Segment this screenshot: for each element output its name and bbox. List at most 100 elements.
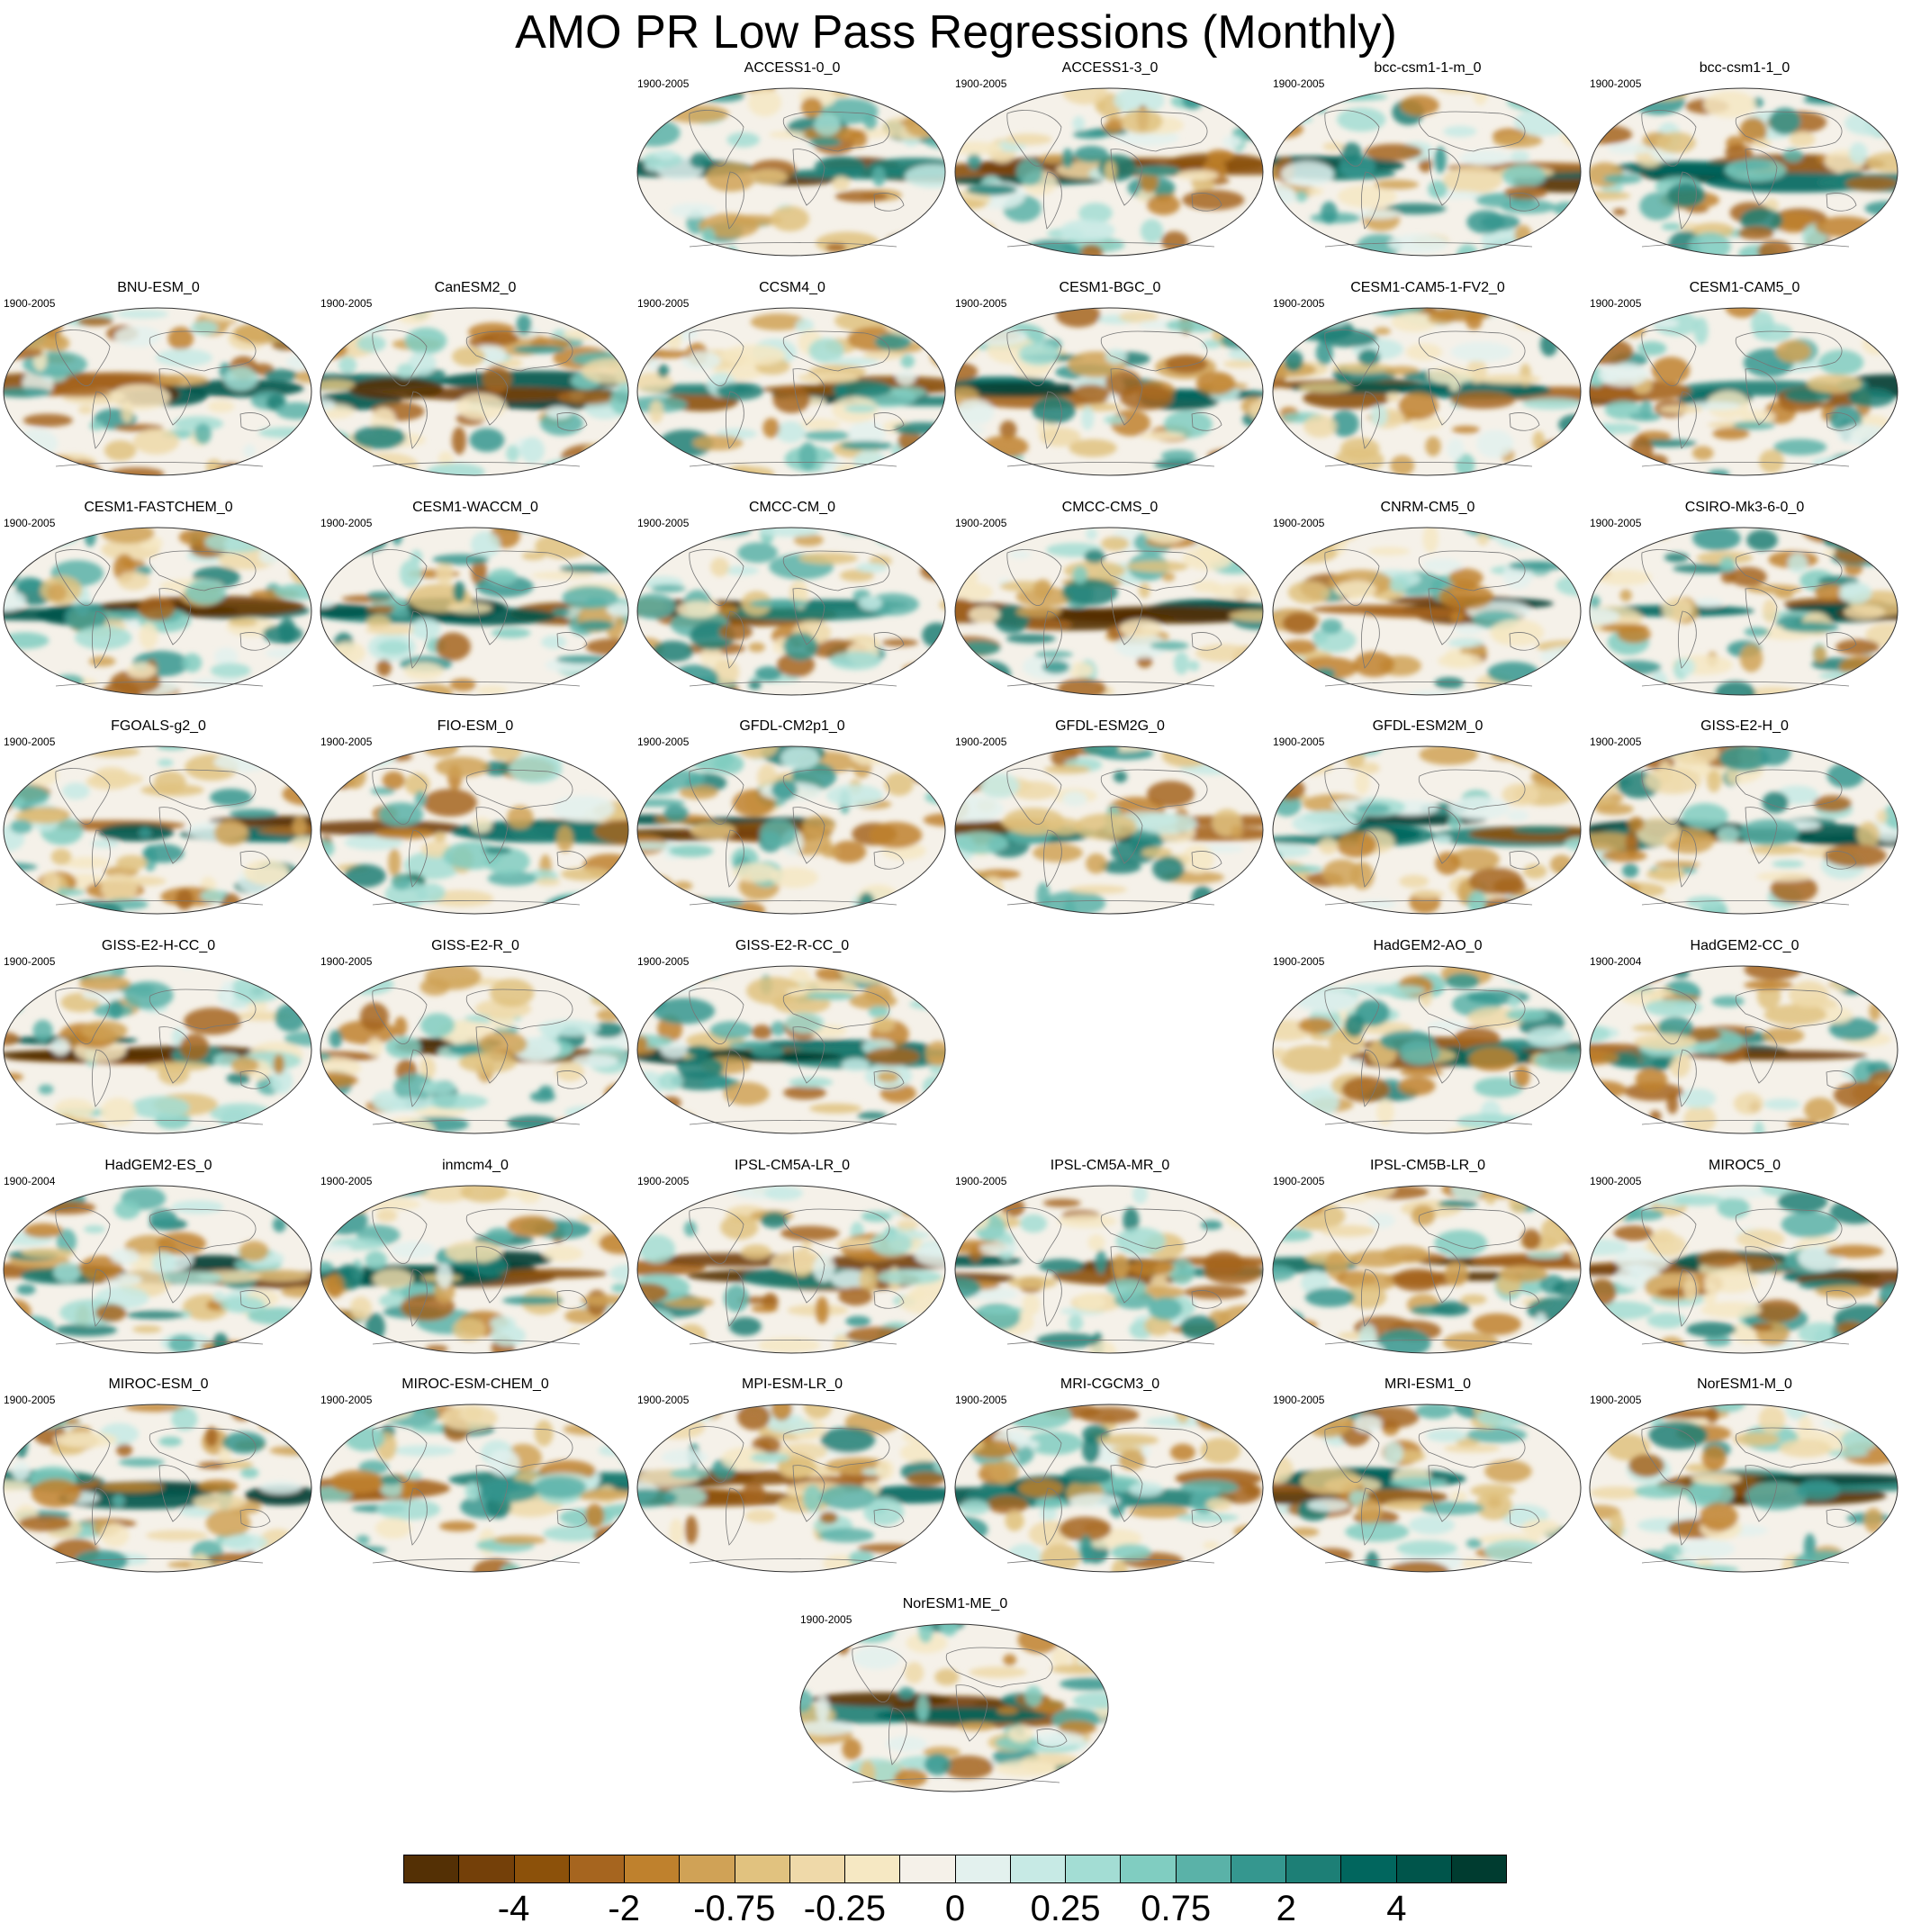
field-patch: [366, 591, 394, 600]
field-patch: [356, 905, 402, 914]
field-band: [320, 604, 379, 618]
field-patch: [377, 640, 410, 655]
world-map: [1589, 527, 1898, 696]
field-patch: [320, 1426, 347, 1442]
field-patch: [469, 428, 505, 452]
field-patch: [897, 1219, 919, 1230]
continent-outlines: [1006, 1426, 1222, 1564]
field-patch: [1273, 844, 1312, 858]
continent-outline: [1042, 391, 1062, 449]
field-patch: [1817, 1404, 1869, 1413]
colorbar-swatch: [1341, 1855, 1397, 1882]
field-patch: [637, 593, 676, 619]
continent-outline: [1745, 807, 1778, 864]
field-patch: [764, 1186, 803, 1201]
continent-outline: [792, 1465, 825, 1522]
field-patch: [608, 528, 628, 537]
field-patch: [490, 1325, 527, 1346]
field-patch: [681, 528, 718, 538]
field-patch: [915, 1243, 945, 1268]
field-patch: [1119, 618, 1162, 638]
map-panel: ACCESS1-3_0 1900-2005: [951, 59, 1268, 275]
field-patch: [1715, 1187, 1770, 1199]
continent-outline: [556, 1070, 588, 1089]
field-patch: [898, 1686, 915, 1701]
field-patch: [1565, 836, 1581, 852]
field-patch: [1725, 308, 1760, 318]
field-patch: [1013, 1404, 1029, 1413]
field-patch: [77, 405, 94, 414]
field-patch: [1543, 681, 1581, 695]
continent-outline: [556, 412, 588, 431]
field-patch: [1737, 226, 1774, 240]
field-patch: [1505, 1008, 1548, 1021]
field-patch: [4, 458, 32, 475]
continent-outline: [1418, 550, 1526, 591]
field-patch: [451, 427, 466, 456]
map-border: [954, 745, 1264, 915]
field-patch: [1411, 1205, 1436, 1226]
field-patch: [10, 1546, 31, 1555]
field-band: [811, 1692, 951, 1707]
field-patch: [1112, 1254, 1130, 1279]
continent-outlines: [1324, 330, 1540, 467]
field-patch: [1590, 893, 1612, 902]
field-patch: [819, 1511, 838, 1524]
field-patch: [1836, 424, 1890, 446]
field-patch: [396, 363, 414, 379]
field-patch: [651, 108, 665, 125]
field-patch: [1683, 1105, 1717, 1133]
continent-outline: [149, 1208, 257, 1250]
field-patch: [294, 370, 311, 384]
continent-outline: [556, 632, 588, 651]
field-patch: [1276, 226, 1310, 244]
continent-outline: [1006, 1426, 1062, 1483]
continent-outlines: [1006, 768, 1222, 906]
field-patch: [1566, 1442, 1581, 1451]
continent-outline: [372, 1120, 581, 1125]
field-patch: [171, 1407, 198, 1431]
continent-outline: [372, 462, 581, 467]
world-map: [1272, 1185, 1582, 1354]
field-patch: [509, 754, 563, 784]
field-band: [58, 1487, 220, 1510]
field-patch: [279, 747, 311, 769]
field-patch: [789, 1077, 834, 1088]
field-patch: [1590, 1432, 1595, 1441]
continent-outline: [1006, 682, 1215, 687]
field-patch: [748, 680, 762, 690]
field-patch: [158, 758, 174, 767]
continent-outlines: [1641, 110, 1857, 248]
field-patch: [768, 1419, 815, 1434]
field-patch: [1275, 756, 1333, 776]
field-patch: [960, 1499, 990, 1515]
field-patch: [1060, 219, 1115, 243]
field-patch: [1243, 88, 1263, 107]
continent-outline: [372, 1207, 428, 1264]
field-patch: [222, 1431, 266, 1454]
field-patch: [378, 802, 424, 827]
field-patch: [262, 907, 311, 914]
field-patch: [1664, 553, 1689, 563]
field-patch: [18, 1349, 79, 1353]
field-patch: [986, 1494, 1029, 1514]
field-patch: [50, 1038, 70, 1056]
continent-outline: [55, 1426, 111, 1483]
field-patch: [801, 1238, 813, 1251]
field-patch: [969, 1666, 1027, 1678]
field-patch: [654, 1420, 680, 1428]
field-patch: [262, 624, 303, 644]
field-patch: [131, 1096, 190, 1119]
field-patch: [842, 1738, 861, 1760]
field-patch: [820, 1427, 876, 1453]
field-patch: [182, 653, 203, 673]
field-patch: [610, 752, 624, 772]
panel-years: 1900-2005: [1590, 77, 1642, 90]
field-patch: [1322, 142, 1344, 151]
continent-outline: [782, 1427, 890, 1468]
field-patch: [1118, 1450, 1146, 1471]
field-patch: [1015, 158, 1043, 186]
panel-years: 1900-2005: [320, 736, 373, 748]
panel-years: 1900-2004: [1590, 955, 1642, 968]
field-patch: [108, 999, 123, 1020]
